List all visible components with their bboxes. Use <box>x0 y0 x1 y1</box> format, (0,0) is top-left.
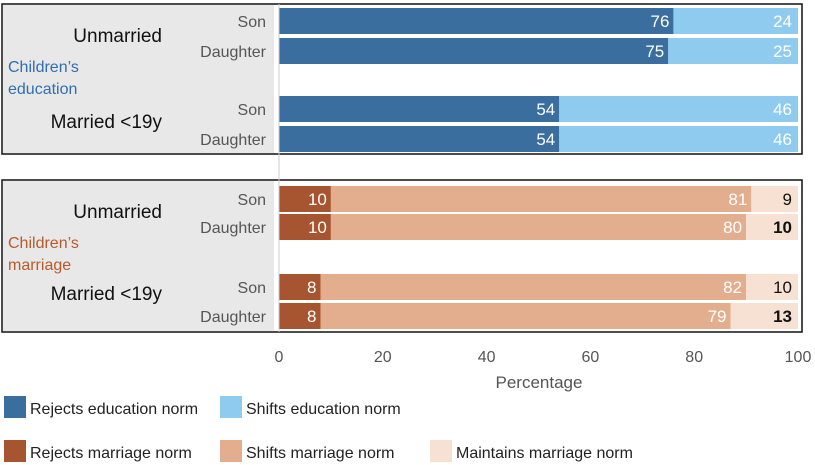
bar-value-label: 75 <box>645 42 664 61</box>
legend-swatch <box>4 396 26 418</box>
bar-segment <box>330 186 752 212</box>
bar-value-label: 46 <box>773 130 792 149</box>
bar-value-label: 13 <box>773 307 792 326</box>
x-axis-title: Percentage <box>496 373 583 392</box>
bar-segment <box>279 96 560 122</box>
bar-value-label: 79 <box>708 307 727 326</box>
group-label: Married <19y <box>51 284 163 305</box>
bar-segment <box>279 8 674 34</box>
bar-segment <box>279 38 669 64</box>
bar-value-label: 10 <box>773 278 792 297</box>
row-label: Son <box>238 192 266 209</box>
bar-value-label: 80 <box>723 218 742 237</box>
x-tick-label: 0 <box>275 349 284 366</box>
bar-segment <box>751 186 798 212</box>
row-label: Daughter <box>200 132 266 149</box>
bar-segment <box>330 214 747 240</box>
x-tick-label: 100 <box>785 349 812 366</box>
bar-segment <box>279 214 331 240</box>
bar-segment <box>730 303 798 329</box>
group-label: Unmarried <box>73 26 162 47</box>
bar-segment <box>320 303 731 329</box>
bar-value-label: 81 <box>728 190 747 209</box>
panel-title: Children’s <box>8 59 79 76</box>
bar-value-label: 54 <box>536 100 555 119</box>
row-label: Daughter <box>200 44 266 61</box>
bar-segment <box>746 274 798 300</box>
bar-segment <box>673 8 798 34</box>
bar-value-label: 8 <box>307 278 316 297</box>
bar-value-label: 82 <box>723 278 742 297</box>
panel-border <box>1 179 803 333</box>
bar-segment <box>559 96 798 122</box>
panel-title: Children’s <box>8 235 79 252</box>
row-label: Son <box>238 14 266 31</box>
bar-segment <box>279 303 321 329</box>
bar-segment <box>746 214 798 240</box>
legend-swatch <box>220 440 242 462</box>
legend-swatch <box>220 396 242 418</box>
row-label: Daughter <box>200 309 266 326</box>
legend-label: Rejects education norm <box>30 401 198 418</box>
bar-value-label: 54 <box>536 130 555 149</box>
bar-segment <box>279 274 321 300</box>
x-tick-label: 60 <box>582 349 600 366</box>
x-tick-label: 40 <box>478 349 496 366</box>
bar-value-label: 10 <box>308 190 327 209</box>
row-label: Son <box>238 102 266 119</box>
panel-label-background <box>3 181 274 331</box>
group-label: Unmarried <box>73 202 162 223</box>
row-label: Daughter <box>200 220 266 237</box>
group-label: Married <19y <box>51 112 163 133</box>
bar-segment <box>668 38 798 64</box>
panel-border <box>1 3 803 155</box>
panel-title: marriage <box>8 257 71 274</box>
bar-segment <box>279 126 560 152</box>
bar-segment <box>279 186 331 212</box>
bar-segment <box>559 126 798 152</box>
legend-swatch <box>430 440 452 462</box>
legend-swatch <box>4 440 26 462</box>
x-tick-label: 80 <box>685 349 703 366</box>
panel-label-background <box>3 5 274 153</box>
bar-value-label: 25 <box>773 42 792 61</box>
bar-value-label: 10 <box>773 218 792 237</box>
bar-value-label: 46 <box>773 100 792 119</box>
bar-value-label: 76 <box>651 12 670 31</box>
bar-segment <box>320 274 747 300</box>
legend-label: Maintains marriage norm <box>456 445 633 462</box>
bar-value-label: 24 <box>773 12 792 31</box>
panel-title: education <box>8 81 77 98</box>
bar-value-label: 8 <box>307 307 316 326</box>
row-label: Son <box>238 280 266 297</box>
legend-label: Rejects marriage norm <box>30 445 192 462</box>
bar-value-label: 10 <box>308 218 327 237</box>
x-tick-label: 20 <box>374 349 392 366</box>
legend-label: Shifts education norm <box>246 401 401 418</box>
bar-value-label: 9 <box>783 190 792 209</box>
legend-label: Shifts marriage norm <box>246 445 395 462</box>
